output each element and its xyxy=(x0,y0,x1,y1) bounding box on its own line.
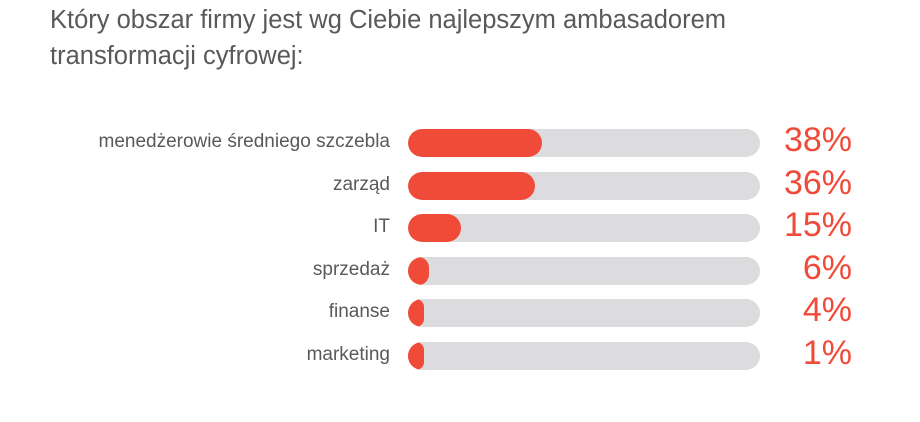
value-label: 6% xyxy=(802,248,852,287)
bar-row: finanse 4% xyxy=(0,291,920,335)
bar-fill xyxy=(408,129,542,157)
value-label: 36% xyxy=(783,163,852,202)
bar-row: IT 15% xyxy=(0,206,920,250)
category-label: IT xyxy=(373,216,390,237)
value-label: 15% xyxy=(783,206,852,244)
chart-title-line-1: Który obszar firmy jest wg Ciebie najlep… xyxy=(50,6,726,34)
value-label: 1% xyxy=(802,333,852,372)
value-label: 38% xyxy=(783,121,852,159)
category-label: marketing xyxy=(306,343,390,365)
bar-row: sprzedaż 6% xyxy=(0,249,920,293)
bar-fill xyxy=(408,341,424,370)
bar-fill xyxy=(408,171,535,200)
bar-track xyxy=(408,171,760,200)
chart-title-line-2: transformacji cyfrowej: xyxy=(50,42,304,70)
bar-row: marketing 1% xyxy=(0,334,920,378)
category-label: zarząd xyxy=(332,173,390,195)
bar-row: zarząd 36% xyxy=(0,164,920,208)
category-label: finanse xyxy=(328,301,390,322)
bar-track xyxy=(408,214,760,242)
bar-fill xyxy=(408,299,424,327)
value-label: 4% xyxy=(802,291,852,329)
category-label: menedżerowie średniego szczebla xyxy=(98,131,391,152)
bar-track xyxy=(408,299,760,327)
bar-fill xyxy=(408,214,461,242)
category-label: sprzedaż xyxy=(312,258,390,280)
chart-title: Który obszar firmy jest wg Ciebie najlep… xyxy=(50,2,890,74)
bar-track xyxy=(408,341,760,370)
bar-fill xyxy=(408,256,430,285)
bar-track xyxy=(408,256,760,285)
bar-row: menedżerowie średniego szczebla 38% xyxy=(0,121,920,165)
bar-track xyxy=(408,129,760,157)
